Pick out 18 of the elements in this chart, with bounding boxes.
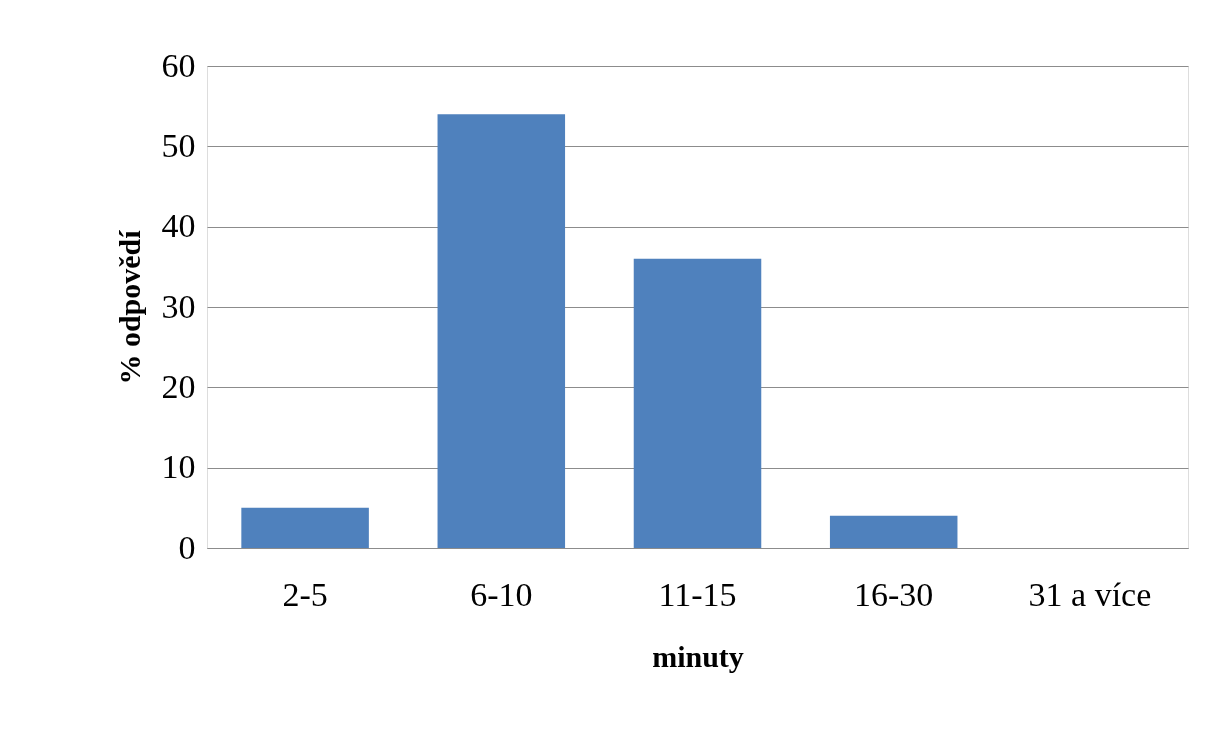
x-tick-label: 6-10 (470, 575, 533, 613)
x-axis-title: minuty (652, 639, 744, 673)
bar (829, 515, 958, 548)
y-tick-label: 20 (161, 367, 196, 405)
bar (437, 114, 566, 548)
x-tick-label: 2-5 (282, 575, 328, 613)
y-tick-label: 40 (161, 207, 196, 245)
y-axis-title: % odpovědí (112, 229, 146, 385)
y-tick-label: 30 (161, 287, 196, 325)
y-tick-label: 10 (161, 448, 196, 486)
y-tick-label: 50 (161, 126, 196, 164)
y-tick-label: 0 (178, 528, 196, 566)
x-tick-label: 31 a více (1028, 575, 1152, 613)
bar (633, 258, 762, 548)
x-tick-label: 11-15 (658, 575, 737, 613)
x-tick-label: 16-30 (854, 575, 934, 613)
y-tick-label: 60 (161, 46, 196, 84)
bar (241, 507, 369, 548)
